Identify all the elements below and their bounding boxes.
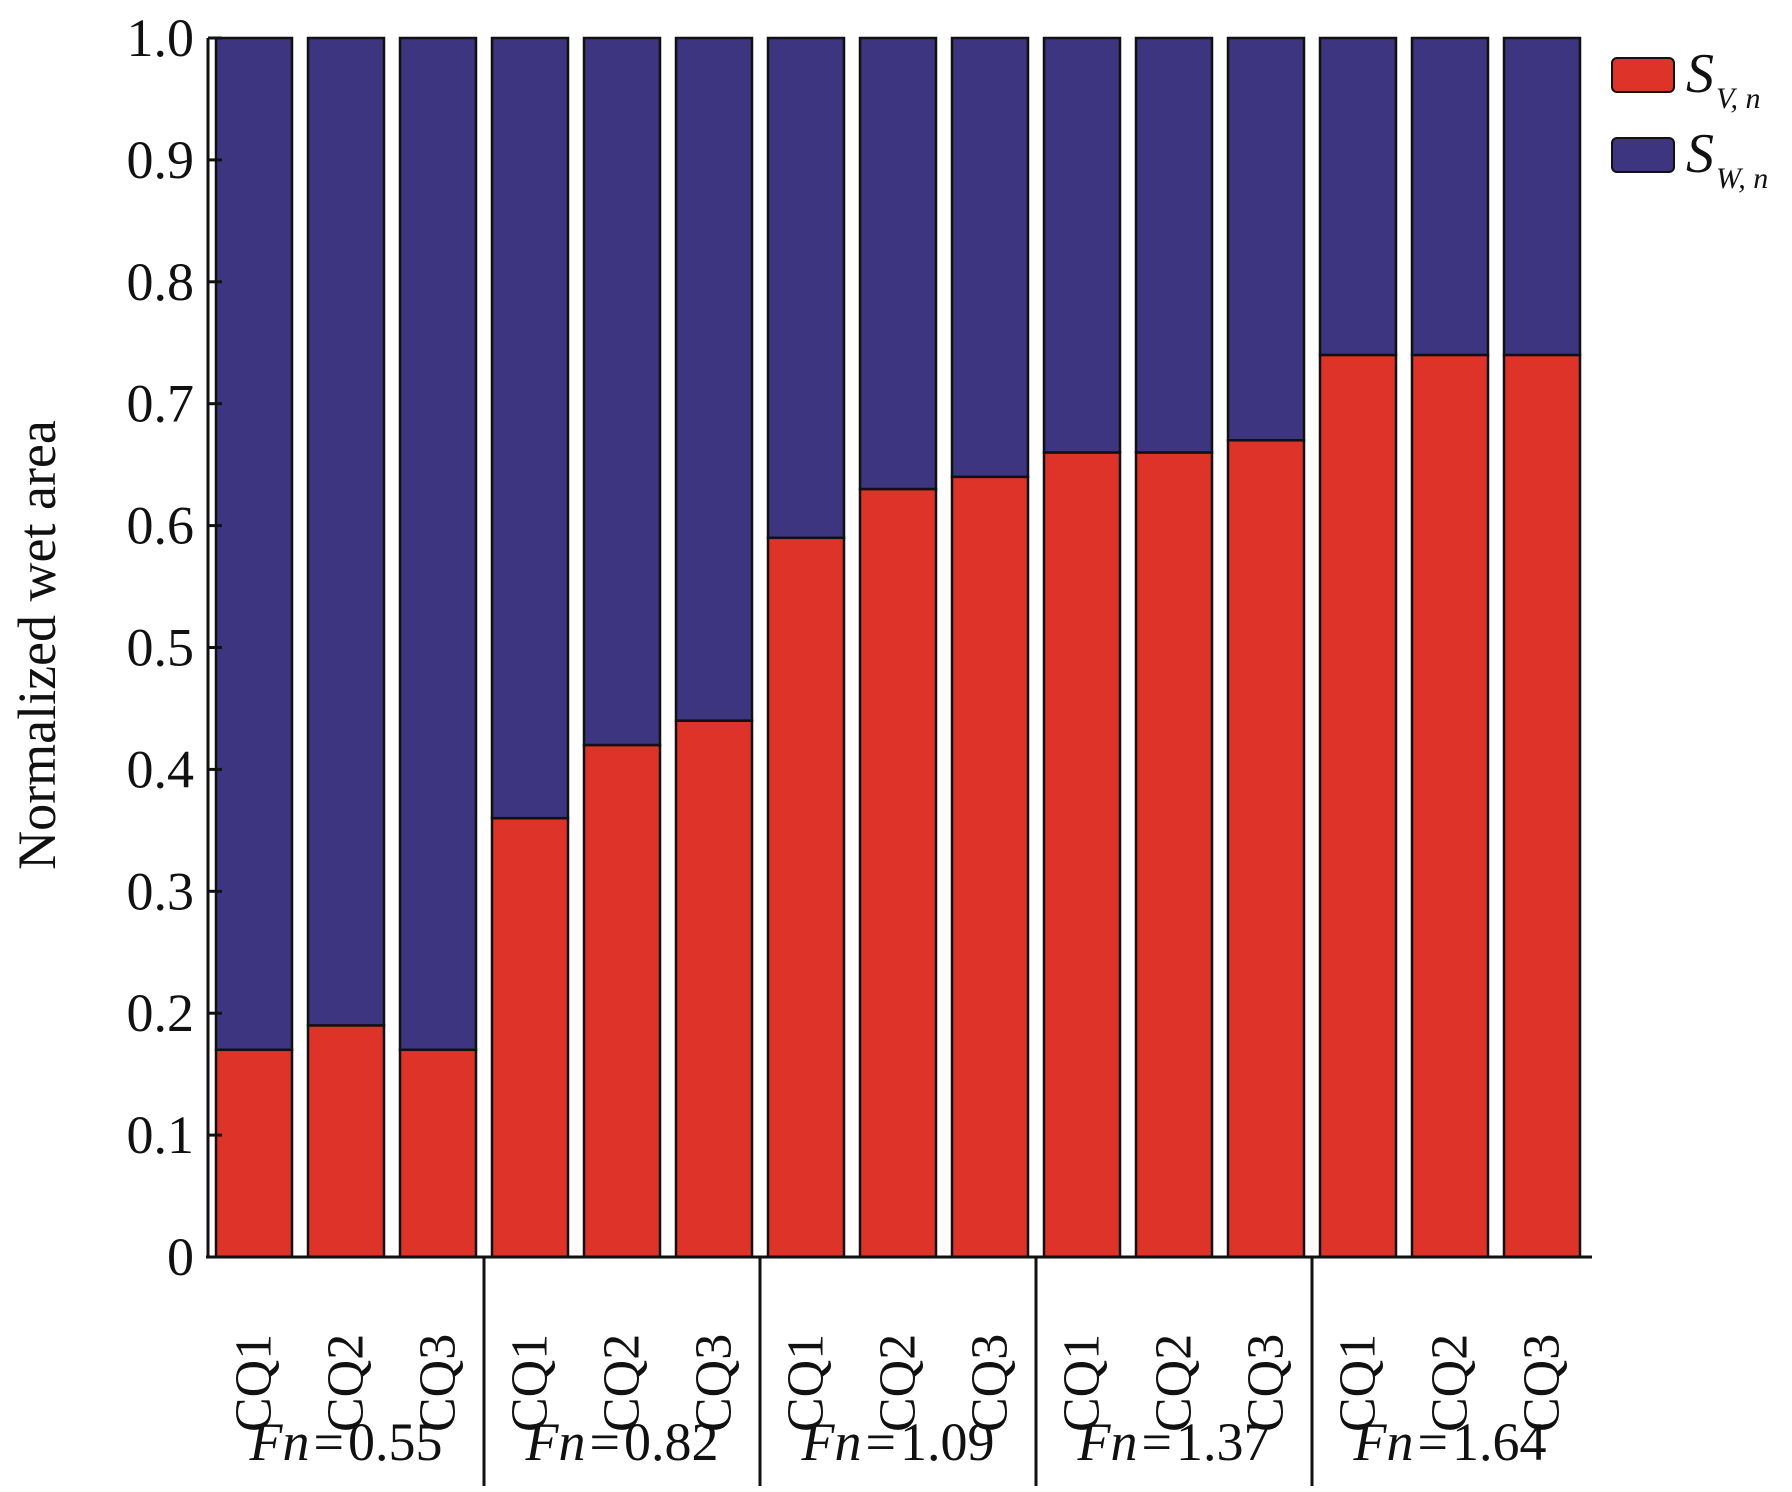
bar-sv-g3-cq3 [950, 475, 1030, 1259]
bar-sv-g1-cq3 [398, 1048, 478, 1259]
x-category-label: CQ3 [1238, 1334, 1295, 1432]
y-tick-label: 0.6 [127, 496, 195, 556]
y-tick-label: 0.7 [127, 374, 195, 434]
legend-label-sv: SV, n [1686, 43, 1760, 115]
x-category-label: CQ1 [1054, 1334, 1111, 1432]
bar-sv-g4-cq3 [1226, 439, 1306, 1259]
legend-swatch-sw [1611, 137, 1675, 173]
bar-sw-g1-cq3 [398, 36, 478, 1052]
y-tick-label: 1.0 [127, 8, 195, 68]
group-label-fn: Fn=1.64 [1353, 1412, 1547, 1472]
x-category-label: CQ1 [1330, 1334, 1387, 1432]
x-category-label: CQ1 [502, 1334, 559, 1432]
x-category-label: CQ2 [318, 1334, 375, 1432]
group-label-fn: Fn=0.82 [525, 1412, 719, 1472]
y-tick-label: 0.1 [127, 1105, 195, 1165]
bar-sw-g2-cq2 [582, 36, 662, 747]
x-category-label: CQ3 [410, 1334, 467, 1432]
bar-sw-g4-cq3 [1226, 36, 1306, 442]
legend-swatch-sv [1611, 57, 1675, 93]
y-ticks-layer: 0 0.1 0.2 0.3 0.4 0.5 0.6 0.7 0.8 0.9 1.0 [127, 8, 222, 1287]
x-category-label: CQ2 [870, 1334, 927, 1432]
x-labels-layer: CQ1 CQ2 CQ3 CQ1 CQ2 CQ3 CQ1 CQ2 CQ3 CQ1 CQ2 CQ3 CQ1 C… [226, 1334, 1571, 1472]
bar-sv-g4-cq2 [1134, 451, 1214, 1259]
bar-sw-g1-cq1 [214, 36, 294, 1052]
y-axis-label: Normalized wet area [7, 420, 67, 870]
bar-sw-g3-cq2 [858, 36, 938, 491]
bar-sv-g1-cq2 [306, 1024, 386, 1259]
y-tick-label: 0.9 [127, 130, 195, 190]
x-category-label: CQ2 [1146, 1334, 1203, 1432]
bar-sv-g5-cq1 [1318, 353, 1398, 1259]
y-tick-label: 0.5 [127, 618, 195, 678]
legend-label-sw: SW, n [1686, 123, 1768, 195]
group-label-fn: Fn=1.37 [1077, 1412, 1271, 1472]
x-category-label: CQ3 [962, 1334, 1019, 1432]
bar-sw-g4-cq1 [1042, 36, 1122, 454]
x-category-label: CQ3 [1514, 1334, 1571, 1432]
bar-sv-g3-cq2 [858, 487, 938, 1259]
y-tick-label: 0.3 [127, 861, 195, 921]
bar-sw-g5-cq2 [1410, 36, 1490, 357]
bar-sv-g2-cq1 [490, 816, 570, 1259]
bar-sw-g1-cq2 [306, 36, 386, 1027]
bars-layer [214, 36, 1582, 1259]
bar-sv-g4-cq1 [1042, 451, 1122, 1259]
group-label-fn: Fn=1.09 [801, 1412, 995, 1472]
bar-sv-g5-cq3 [1502, 353, 1582, 1259]
bar-sw-g5-cq3 [1502, 36, 1582, 357]
x-category-label: CQ2 [1422, 1334, 1479, 1432]
bar-sv-g3-cq1 [766, 536, 846, 1259]
y-tick-label: 0.2 [127, 983, 195, 1043]
x-category-label: CQ1 [778, 1334, 835, 1432]
group-label-fn: Fn=0.55 [249, 1412, 443, 1472]
legend: SV, n SW, n [1611, 43, 1768, 195]
bar-sw-g3-cq1 [766, 36, 846, 540]
bar-sv-g2-cq2 [582, 743, 662, 1259]
y-tick-label: 0.4 [127, 739, 195, 799]
bar-sw-g2-cq3 [674, 36, 754, 722]
bar-sv-g1-cq1 [214, 1048, 294, 1259]
x-category-label: CQ2 [594, 1334, 651, 1432]
bar-sv-g2-cq3 [674, 719, 754, 1259]
bar-sw-g5-cq1 [1318, 36, 1398, 357]
y-tick-label: 0.8 [127, 252, 195, 312]
bar-sw-g4-cq2 [1134, 36, 1214, 454]
y-tick-label: 0 [167, 1227, 194, 1287]
x-category-label: CQ1 [226, 1334, 283, 1432]
bar-sw-g3-cq3 [950, 36, 1030, 479]
x-category-label: CQ3 [686, 1334, 743, 1432]
bar-sw-g2-cq1 [490, 36, 570, 820]
bar-sv-g5-cq2 [1410, 353, 1490, 1259]
